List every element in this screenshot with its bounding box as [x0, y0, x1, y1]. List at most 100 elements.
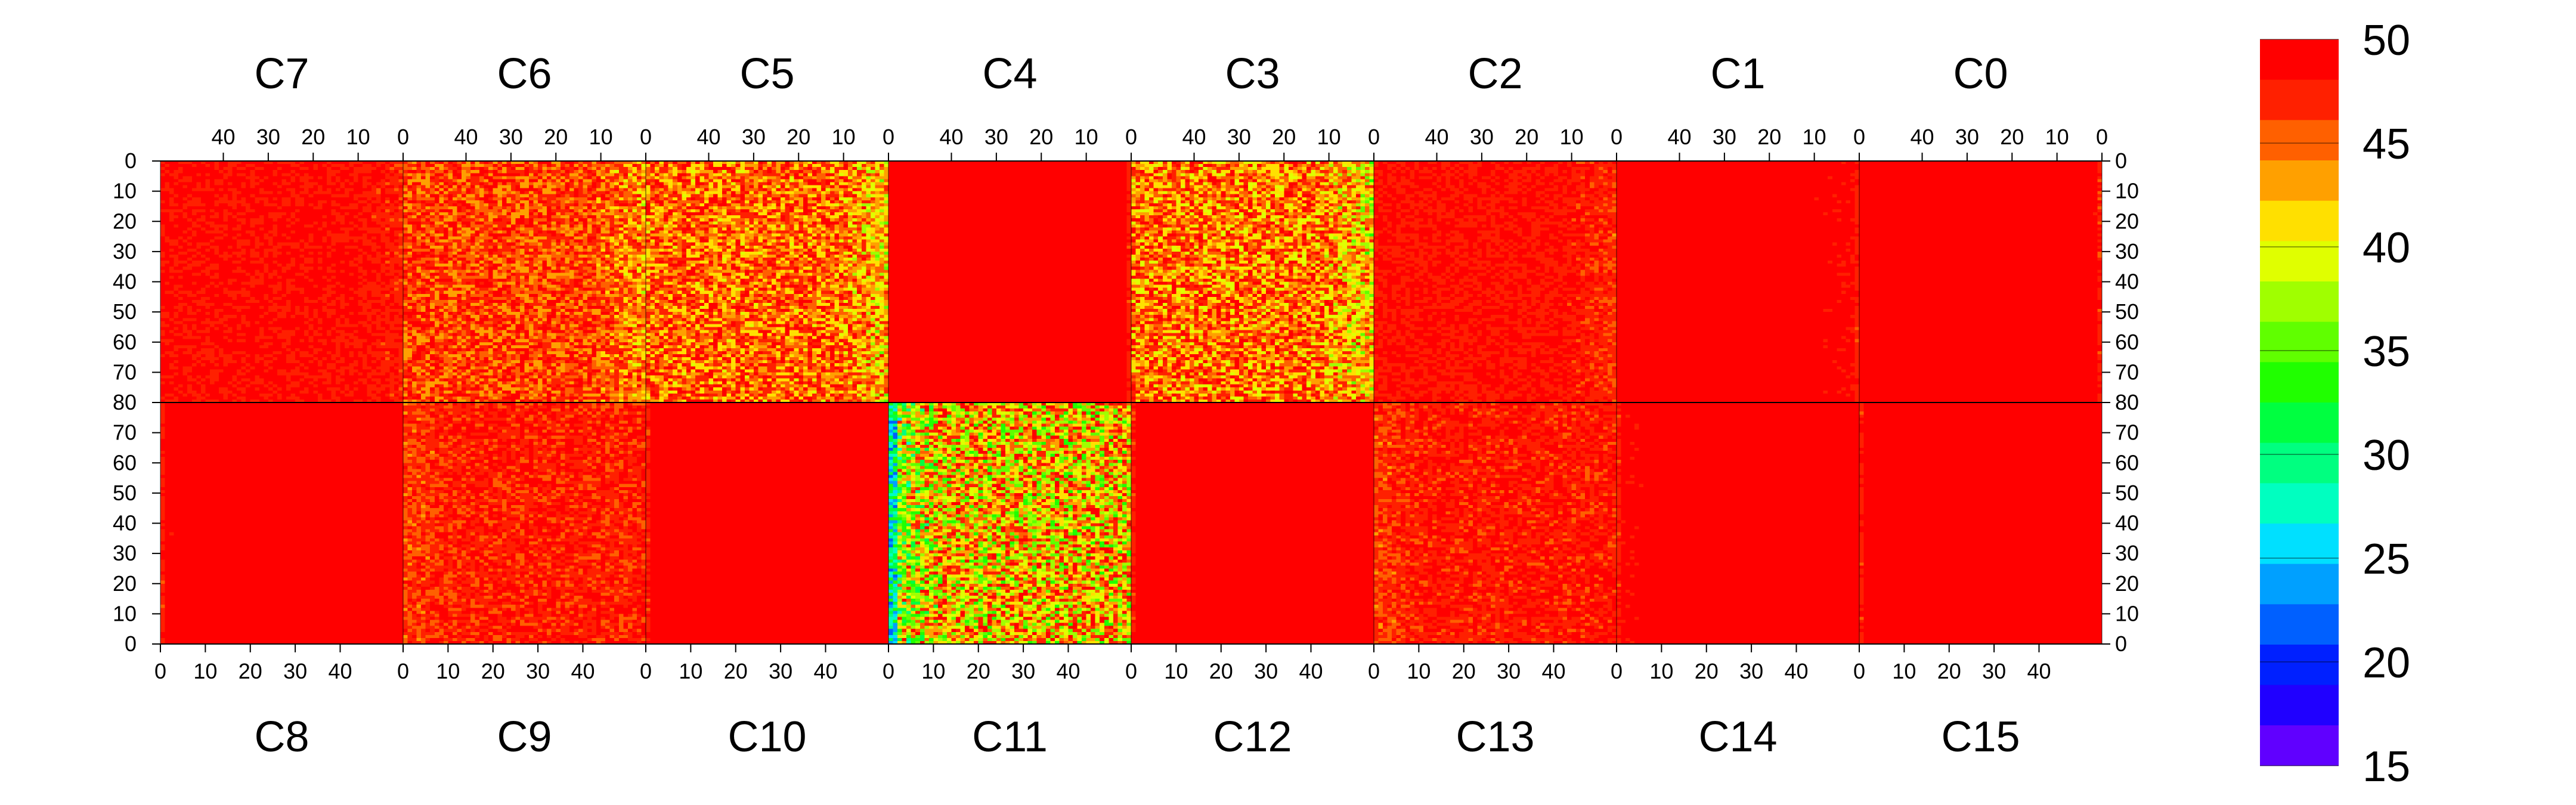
y-tick-label: 50 — [113, 299, 137, 324]
colorbar-segment — [2260, 604, 2339, 645]
chip-label-c0: C0 — [1953, 50, 2008, 98]
x-tick-label: 0 — [883, 125, 894, 149]
y-tick-label: 70 — [2115, 420, 2139, 445]
y-tick-label: 70 — [2115, 360, 2139, 384]
colorbar-segment — [2260, 402, 2339, 444]
x-tick-label: 0 — [1611, 659, 1623, 683]
chip-label-c11: C11 — [972, 713, 1048, 761]
colorbar-tick-label: 35 — [2363, 328, 2410, 376]
chip-label-c5: C5 — [739, 50, 794, 98]
y-tick-label: 80 — [2115, 390, 2139, 414]
axes: 40 30 20 10 0 40 30 20 10 0 40 30 20 10 0 40 30 20 10 0 40 30… — [113, 125, 2139, 683]
heatmap-c4 — [888, 161, 1131, 402]
colorbar-tick-label: 20 — [2363, 639, 2410, 687]
colorbar-tick-label: 25 — [2363, 535, 2410, 583]
x-tick-label: 40 — [571, 659, 595, 683]
x-tick-label: 20 — [724, 659, 748, 683]
heatmap-c5 — [646, 161, 888, 402]
colorbar-segment — [2260, 564, 2339, 605]
colorbar-segment — [2260, 281, 2339, 323]
y-tick-label: 60 — [2115, 330, 2139, 354]
heatmap-c14 — [1617, 402, 1859, 644]
x-tick-label: 20 — [1695, 659, 1719, 683]
x-tick-label: 10 — [1649, 659, 1673, 683]
chip-label-c15: C15 — [1941, 713, 2020, 761]
x-tick-label: 10 — [1892, 659, 1916, 683]
x-tick-label: 40 — [454, 125, 478, 149]
x-tick-label: 40 — [328, 659, 352, 683]
x-tick-label: 20 — [301, 125, 325, 149]
heatmap-c0 — [1859, 161, 2102, 402]
x-tick-label: 30 — [1982, 659, 2006, 683]
x-tick-label: 20 — [239, 659, 262, 683]
y-tick-label: 0 — [125, 631, 137, 656]
x-tick-label: 0 — [397, 659, 409, 683]
chip-label-c10: C10 — [727, 713, 806, 761]
colorbar-segment — [2260, 160, 2339, 202]
y-tick-label: 30 — [2115, 541, 2139, 565]
heatmap-c7 — [160, 161, 403, 402]
y-tick-label: 60 — [113, 450, 137, 475]
chip-label-c6: C6 — [497, 50, 552, 98]
x-tick-label: 40 — [1182, 125, 1206, 149]
y-tick-label: 40 — [2115, 511, 2139, 535]
y-tick-label: 50 — [2115, 481, 2139, 505]
chip-label-c8: C8 — [254, 713, 309, 761]
y-tick-label: 60 — [113, 330, 137, 354]
colorbar-tick-label: 45 — [2363, 120, 2410, 168]
colorbar-tick-label: 15 — [2363, 743, 2410, 791]
x-tick-label: 10 — [832, 125, 856, 149]
x-tick-label: 0 — [883, 659, 894, 683]
heatmap-c15 — [1859, 402, 2102, 644]
heatmap-c8 — [160, 402, 403, 644]
x-tick-label: 20 — [967, 659, 990, 683]
y-tick-label: 70 — [113, 360, 137, 384]
y-tick-label: 60 — [2115, 450, 2139, 475]
x-tick-label: 10 — [193, 659, 217, 683]
x-tick-label: 30 — [1713, 125, 1736, 149]
y-tick-label: 10 — [113, 601, 137, 626]
x-tick-label: 0 — [640, 659, 652, 683]
x-tick-label: 20 — [1209, 659, 1233, 683]
chip-label-c3: C3 — [1225, 50, 1280, 98]
y-tick-label: 10 — [2115, 601, 2139, 626]
heatmap-cells — [160, 161, 2102, 644]
heatmap-c3 — [1131, 161, 1374, 402]
colorbar-segment — [2260, 645, 2339, 686]
heatmap-c1 — [1617, 161, 1859, 402]
x-tick-label: 40 — [1056, 659, 1080, 683]
y-tick-label: 20 — [2115, 209, 2139, 233]
y-tick-label: 30 — [2115, 239, 2139, 264]
x-tick-label: 20 — [1029, 125, 1053, 149]
x-tick-label: 10 — [436, 659, 460, 683]
y-tick-label: 0 — [2115, 631, 2127, 656]
x-tick-label: 40 — [1425, 125, 1448, 149]
y-tick-label: 50 — [2115, 299, 2139, 324]
x-tick-label: 0 — [1125, 659, 1137, 683]
x-tick-label: 10 — [1560, 125, 1584, 149]
x-tick-label: 20 — [787, 125, 810, 149]
chip-label-c2: C2 — [1467, 50, 1522, 98]
heatmap-c2 — [1374, 161, 1617, 402]
x-tick-label: 10 — [2045, 125, 2069, 149]
x-tick-label: 20 — [1515, 125, 1538, 149]
x-tick-label: 10 — [679, 659, 702, 683]
colorbar-segment — [2260, 120, 2339, 161]
colorbar-segment — [2260, 685, 2339, 726]
colorbar-tick-label: 30 — [2363, 432, 2410, 479]
x-tick-label: 30 — [526, 659, 550, 683]
x-tick-label: 40 — [1667, 125, 1691, 149]
chip-label-c9: C9 — [497, 713, 552, 761]
colorbar-segment — [2260, 362, 2339, 403]
x-tick-label: 10 — [1407, 659, 1431, 683]
x-tick-label: 20 — [481, 659, 505, 683]
y-tick-label: 40 — [113, 511, 137, 535]
y-tick-label: 10 — [113, 179, 137, 203]
chip-label-c12: C12 — [1213, 713, 1292, 761]
x-tick-label: 0 — [154, 659, 166, 683]
x-tick-label: 40 — [1299, 659, 1323, 683]
x-tick-label: 40 — [1784, 659, 1808, 683]
x-tick-label: 40 — [939, 125, 963, 149]
x-tick-label: 10 — [921, 659, 945, 683]
